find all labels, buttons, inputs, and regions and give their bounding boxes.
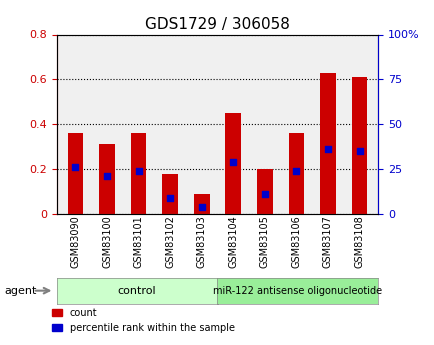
Bar — [194, 194, 209, 214]
Point — [72, 164, 79, 170]
Point — [103, 173, 110, 179]
Point — [324, 146, 331, 152]
Text: control: control — [118, 286, 156, 296]
Bar — [256, 169, 272, 214]
Bar — [162, 174, 178, 214]
Bar — [67, 133, 83, 214]
Point — [166, 195, 173, 201]
Point — [355, 148, 362, 154]
Bar — [319, 73, 335, 214]
Point — [261, 191, 268, 197]
Point — [292, 169, 299, 174]
Bar — [351, 77, 367, 214]
Point — [229, 159, 236, 165]
Bar — [130, 133, 146, 214]
Bar — [99, 144, 115, 214]
Legend: count, percentile rank within the sample: count, percentile rank within the sample — [48, 304, 238, 337]
Point — [135, 169, 142, 174]
Bar — [288, 133, 304, 214]
Title: GDS1729 / 306058: GDS1729 / 306058 — [145, 17, 289, 32]
Text: miR-122 antisense oligonucleotide: miR-122 antisense oligonucleotide — [213, 286, 381, 296]
Point — [198, 204, 205, 210]
Text: agent: agent — [4, 286, 36, 296]
Bar — [225, 113, 240, 214]
